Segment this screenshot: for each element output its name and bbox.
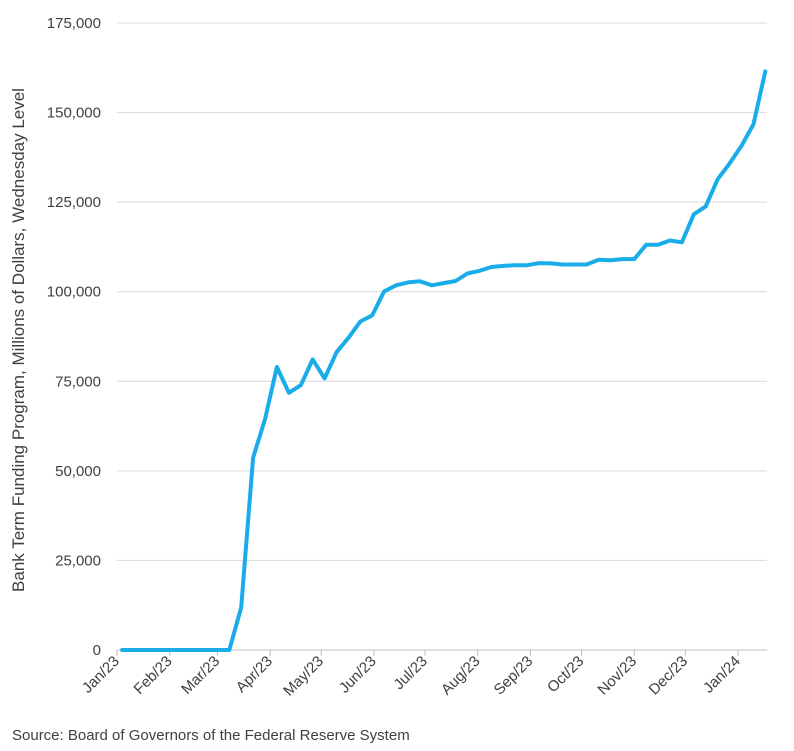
y-tick-label: 25,000 <box>55 552 101 569</box>
x-tick-label: Apr/23 <box>233 653 276 696</box>
x-tick-label: May/23 <box>280 653 327 700</box>
source-note: Source: Board of Governors of the Federa… <box>12 727 410 744</box>
y-tick-label: 0 <box>93 642 101 659</box>
x-tick-label: Jul/23 <box>390 653 430 693</box>
series-group <box>120 69 768 652</box>
x-tick-label: Sep/23 <box>491 653 537 699</box>
y-tick-label: 50,000 <box>55 463 101 480</box>
y-tick-label: 75,000 <box>55 373 101 390</box>
y-tick-label: 100,000 <box>47 284 101 301</box>
x-tick-label: Mar/23 <box>178 653 223 698</box>
gridlines <box>117 22 767 561</box>
x-tick-label: Nov/23 <box>594 653 640 699</box>
y-axis-title: Bank Term Funding Program, Millions of D… <box>9 88 28 592</box>
x-tick-label: Oct/23 <box>544 653 587 696</box>
x-tick-label: Aug/23 <box>438 653 484 699</box>
x-tick-label: Feb/23 <box>131 653 176 698</box>
y-tick-label: 175,000 <box>47 15 101 32</box>
x-tick-label: Jan/23 <box>79 653 123 697</box>
x-axis-tick-labels: Jan/23 Feb/23 Mar/23 Apr/23 May/23 Jun/23 Jul/… <box>79 653 744 700</box>
y-axis-tick-labels: 0 25,000 50,000 75,000 100,000 125,000 150,000… <box>47 15 101 659</box>
y-tick-label: 125,000 <box>47 194 101 211</box>
y-tick-label: 150,000 <box>47 105 101 122</box>
x-tick-label: Dec/23 <box>646 653 692 699</box>
x-tick-label: Jun/23 <box>336 653 380 697</box>
x-tick-label: Jan/24 <box>700 653 744 697</box>
series-line <box>120 69 768 652</box>
